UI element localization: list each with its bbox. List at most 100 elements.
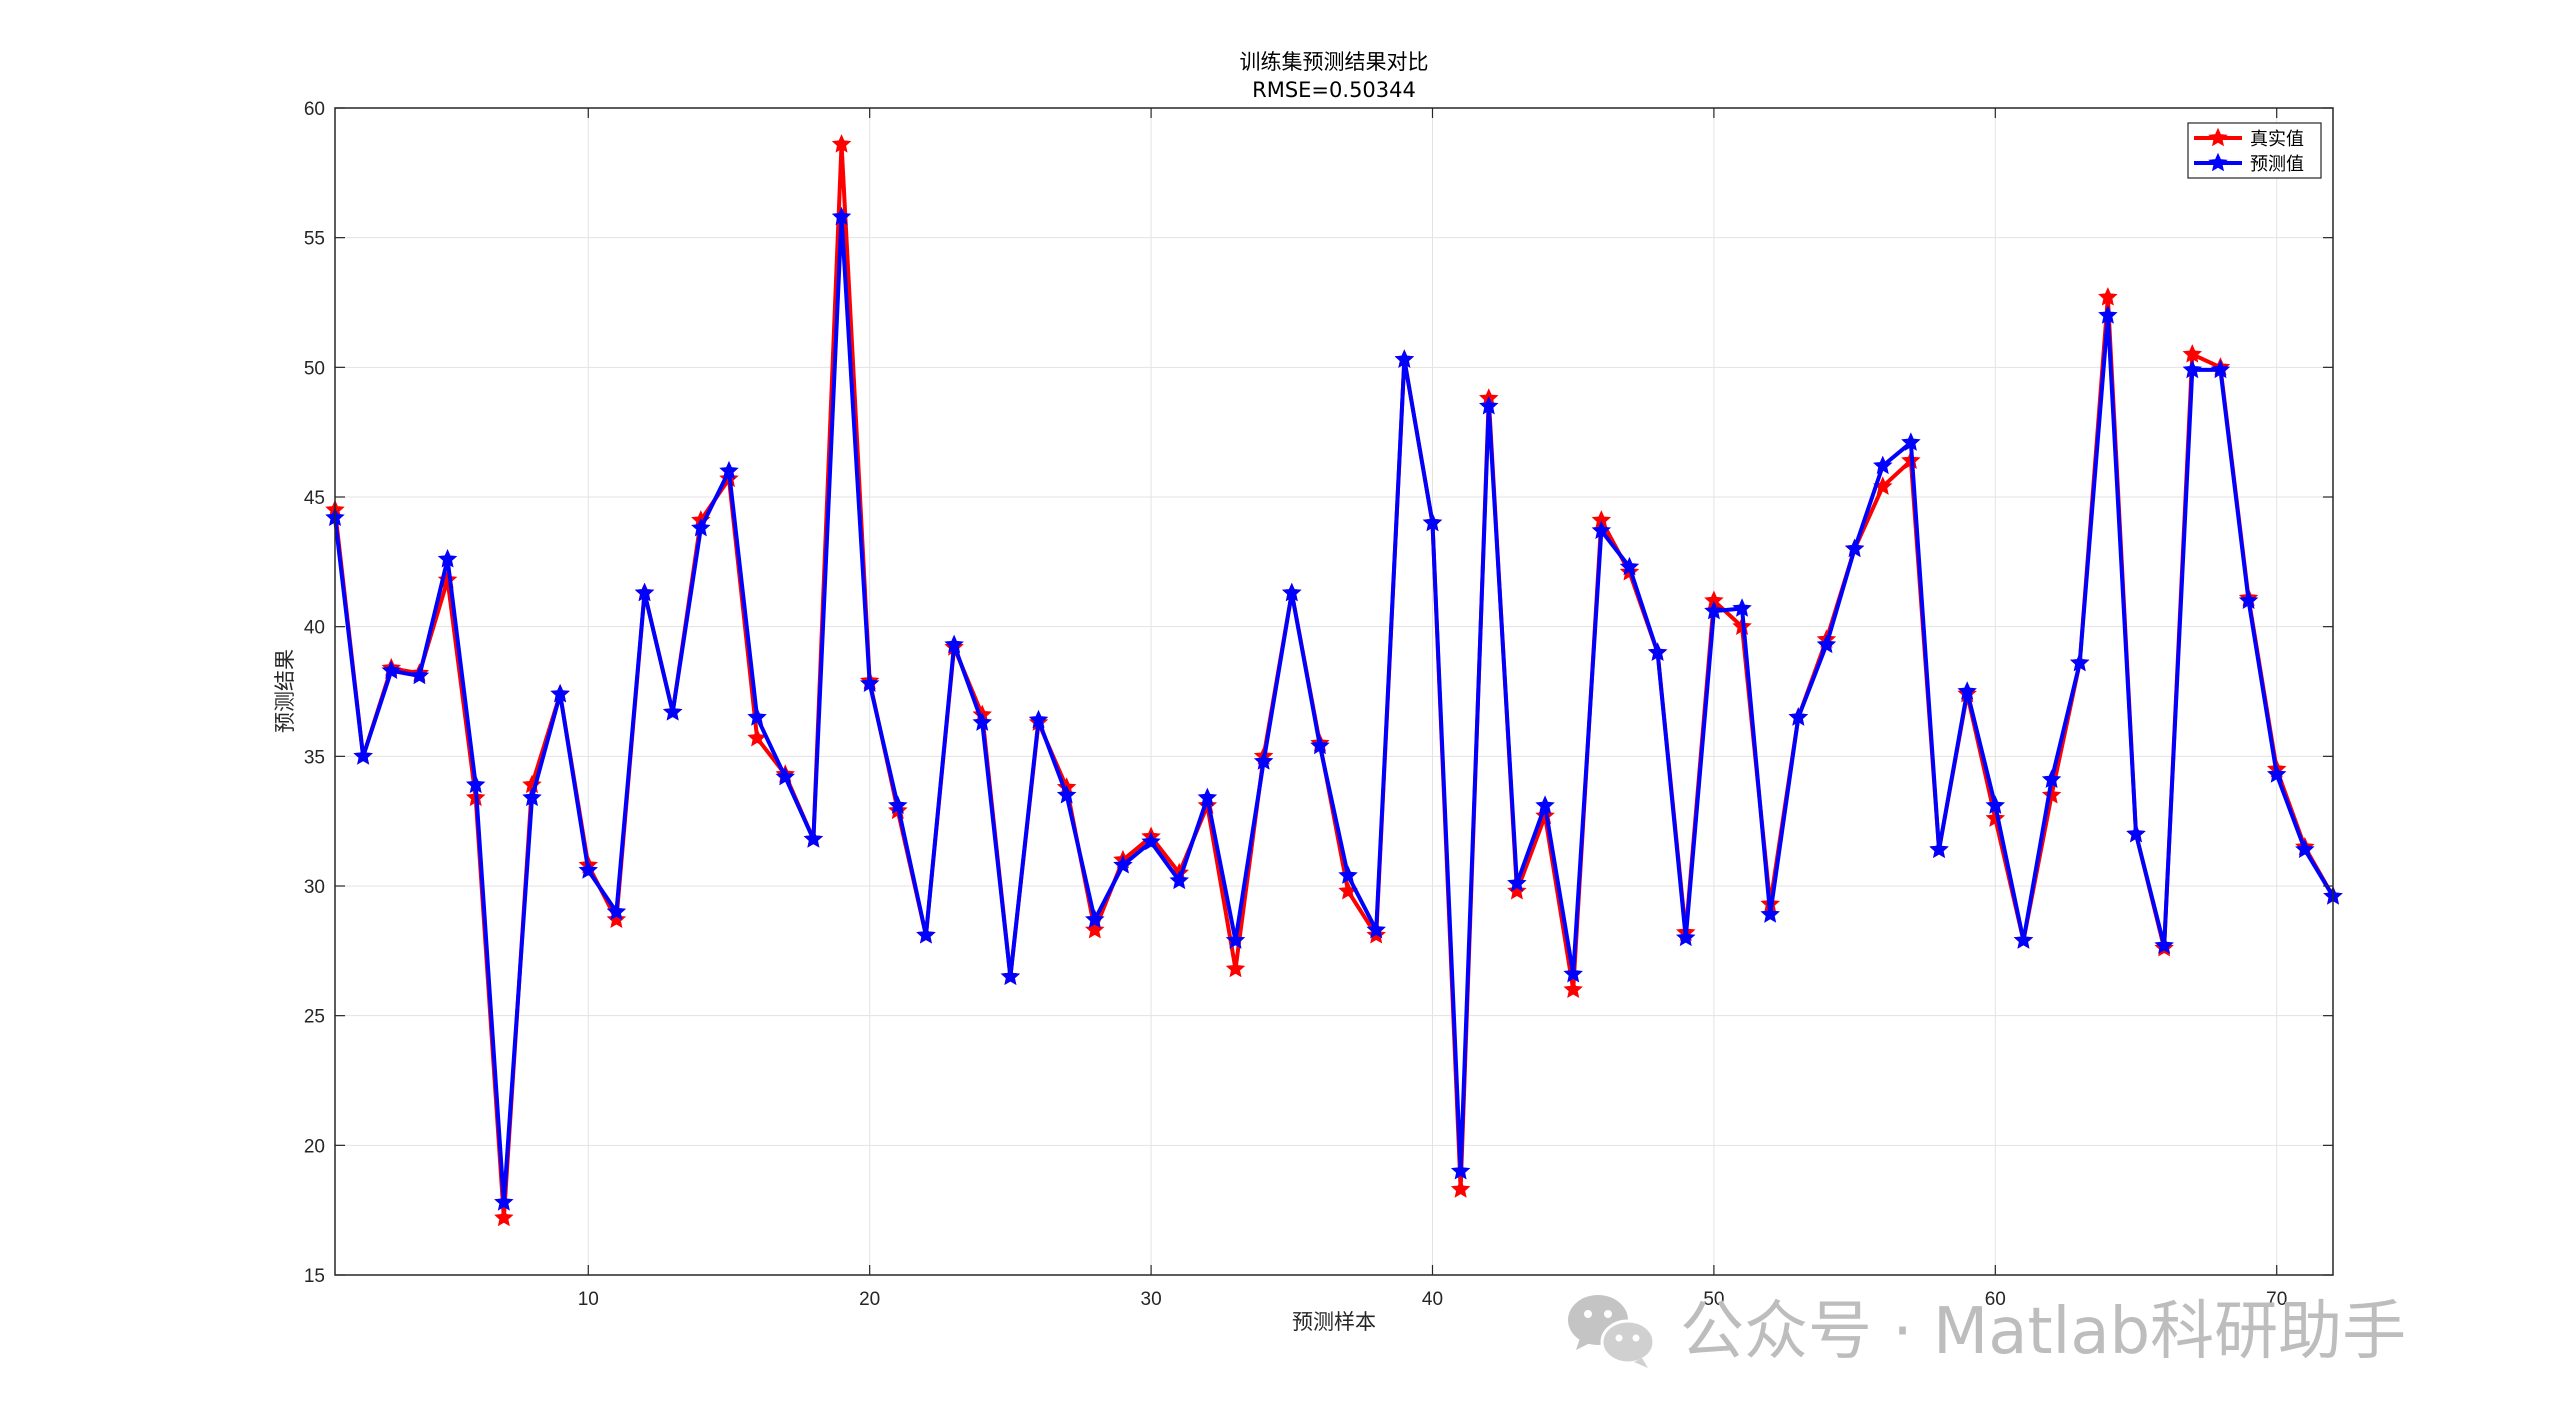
legend-swatch-marker [2208, 152, 2228, 172]
data-point [1647, 642, 1668, 661]
data-point [944, 634, 964, 654]
x-tick-label: 10 [578, 1289, 599, 1310]
watermark: 公众号 · Matlab科研助手 [1568, 1295, 2406, 1369]
y-tick-label: 15 [304, 1266, 325, 1287]
wechat-icon [1568, 1295, 1656, 1368]
data-point [634, 582, 655, 602]
data-point [831, 134, 852, 153]
data-point [494, 1207, 514, 1227]
y-tick-label: 50 [304, 358, 325, 379]
data-point [606, 901, 627, 921]
data-point [1563, 963, 1583, 983]
y-tick-label: 20 [304, 1136, 325, 1157]
legend-label: 预测值 [2250, 154, 2304, 175]
chart-title: 训练集预测结果对比 [1240, 50, 1429, 74]
data-point [1338, 865, 1358, 884]
data-point [2069, 652, 2090, 672]
data-point [1788, 707, 1809, 726]
plot-area: 10 20 30 40 50 60 70 15 20 25 30 35 40 45 50 55 60 [304, 99, 2343, 1310]
data-point [522, 787, 542, 807]
data-point [2182, 344, 2203, 363]
data-point [1085, 919, 1105, 939]
data-point [2182, 359, 2203, 379]
data-point [1056, 784, 1077, 804]
data-point [1929, 839, 1949, 858]
data-point [1676, 927, 1696, 947]
data-point [1760, 904, 1780, 923]
data-point [2013, 930, 2034, 949]
data-point [916, 925, 936, 944]
data-point [578, 860, 599, 879]
data-point [2210, 359, 2231, 379]
data-point [719, 460, 739, 480]
data-point [2126, 823, 2146, 843]
data-point [2098, 305, 2118, 324]
data-point [1563, 979, 1583, 999]
data-point [2154, 935, 2174, 954]
data-point [662, 702, 683, 721]
data-point [1901, 432, 1921, 451]
data-point [1141, 831, 1161, 851]
data-point [353, 746, 373, 765]
data-point [2295, 839, 2315, 858]
data-point [1479, 395, 1499, 415]
data-point [831, 206, 852, 226]
x-tick-label: 30 [1141, 1289, 1162, 1310]
data-point [550, 683, 570, 703]
data-point [1873, 455, 1893, 475]
ticks: 10 20 30 40 50 60 70 15 20 25 30 35 40 45 50 55 60 [304, 99, 2333, 1310]
data-point [803, 829, 824, 848]
data-point [1507, 873, 1527, 892]
data-point [1704, 600, 1724, 620]
data-point [1507, 880, 1527, 900]
x-tick-label: 70 [2266, 1289, 2287, 1310]
x-tick-label: 20 [859, 1289, 880, 1310]
x-tick-label: 50 [1703, 1289, 1724, 1310]
data-point [1310, 735, 1330, 755]
legend-label: 真实值 [2250, 129, 2304, 150]
data-point [2266, 764, 2287, 783]
data-point [494, 1192, 514, 1211]
data-point [465, 774, 486, 794]
data-point [2098, 287, 2118, 306]
legend-entry: 真实值 [2194, 127, 2304, 150]
data-point [1591, 520, 1612, 539]
data-point [1225, 958, 1246, 978]
data-point [409, 665, 430, 685]
data-point [1028, 709, 1049, 729]
data-point [747, 707, 767, 726]
data-point [381, 660, 402, 680]
y-tick-label: 35 [304, 747, 325, 768]
data-point [1085, 909, 1105, 928]
legend-box [2187, 122, 2322, 179]
y-tick-label: 40 [304, 618, 325, 639]
data-point [1816, 634, 1837, 654]
y-tick-label: 25 [304, 1007, 325, 1028]
data-point [1450, 1179, 1471, 1198]
data-point [888, 795, 908, 814]
data-point [1535, 795, 1555, 814]
data-point [775, 766, 795, 786]
data-point [1732, 598, 1752, 617]
data-point [1619, 556, 1640, 576]
data-point [1282, 582, 1302, 602]
series-line [333, 214, 2335, 1205]
legend-swatch-marker [2208, 127, 2228, 147]
data-point [1253, 751, 1274, 770]
data-point [1394, 349, 1415, 368]
data-point [1985, 795, 2006, 814]
data-point [1957, 681, 1977, 700]
data-point [1422, 512, 1443, 532]
series-2 [325, 206, 2343, 1211]
x-axis-label: 预测样本 [1292, 1310, 1376, 1334]
axes-frame [334, 107, 2334, 1276]
data-point [1169, 870, 1189, 890]
data-point [2238, 590, 2259, 610]
data-point [1366, 919, 1386, 939]
data-point [2041, 769, 2062, 788]
data-point [606, 909, 627, 928]
y-tick-label: 60 [304, 99, 325, 120]
